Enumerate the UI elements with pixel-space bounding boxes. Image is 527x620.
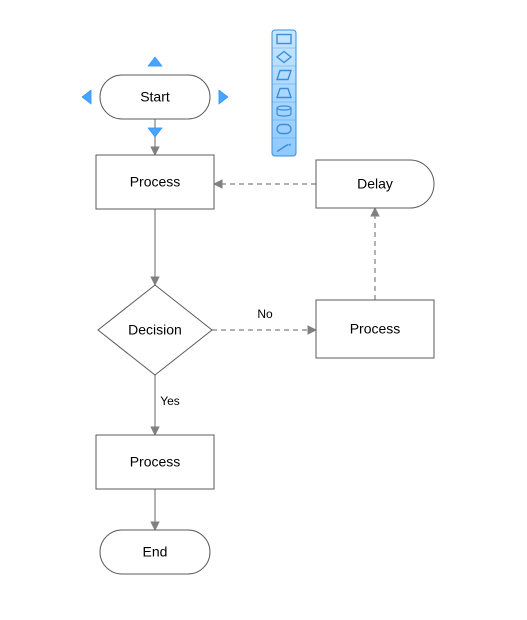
selection-handle-top[interactable] xyxy=(148,57,162,66)
node-label-end: End xyxy=(143,544,168,560)
node-label-proc3: Process xyxy=(350,321,401,337)
shape-toolbar[interactable] xyxy=(272,30,296,156)
node-label-decision: Decision xyxy=(128,322,182,338)
node-proc1[interactable]: Process xyxy=(96,155,214,209)
edge-label-decision-proc3: No xyxy=(257,307,273,321)
node-label-proc1: Process xyxy=(130,174,181,190)
selection-handle-bottom[interactable] xyxy=(148,128,162,137)
node-label-start: Start xyxy=(140,89,170,105)
edge-label-decision-proc2: Yes xyxy=(160,394,180,408)
node-start[interactable]: Start xyxy=(100,75,210,119)
node-label-delay: Delay xyxy=(357,176,393,192)
node-proc2[interactable]: Process xyxy=(96,435,214,489)
node-decision[interactable]: Decision xyxy=(98,285,212,375)
node-proc3[interactable]: Process xyxy=(316,300,434,358)
node-end[interactable]: End xyxy=(100,530,210,574)
selection-handle-right[interactable] xyxy=(219,90,228,104)
node-label-proc2: Process xyxy=(130,454,181,470)
node-delay[interactable]: Delay xyxy=(316,160,434,208)
selection-handle-left[interactable] xyxy=(82,90,91,104)
